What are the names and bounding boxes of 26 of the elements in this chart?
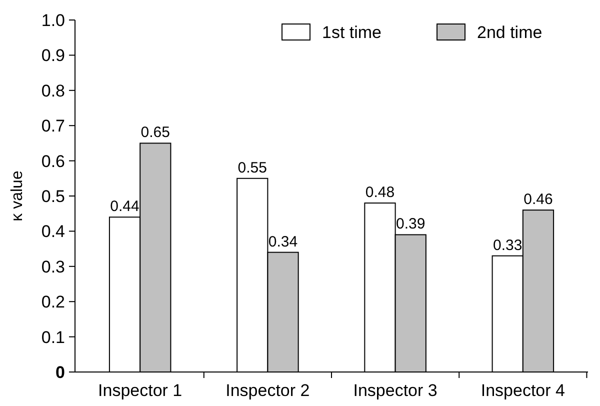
- data-label: 0.34: [268, 233, 298, 250]
- y-tick-label: 1.0: [41, 10, 65, 30]
- x-tick-label: Inspector 1: [98, 381, 182, 400]
- y-axis-title: κ value: [9, 170, 26, 222]
- data-label: 0.46: [524, 191, 553, 208]
- data-label: 0.55: [238, 159, 267, 176]
- y-tick-label: 0.4: [41, 222, 65, 242]
- data-label: 0.44: [110, 198, 140, 216]
- y-tick-label: 0.8: [41, 81, 65, 100]
- data-label: 0.39: [396, 216, 426, 233]
- y-tick-label: 0.5: [41, 186, 65, 206]
- data-label: 0.33: [493, 236, 522, 254]
- y-tick-label: 0.7: [41, 116, 65, 136]
- y-tick-label: 0.9: [41, 46, 65, 66]
- x-tick-label: Inspector 3: [353, 381, 438, 400]
- y-tick-label: 0.3: [41, 257, 65, 276]
- x-tick-label: Inspector 2: [226, 381, 310, 400]
- data-label: 0.48: [365, 184, 395, 202]
- legend-label: 1st time: [322, 23, 382, 42]
- x-tick-label: Inspector 4: [480, 381, 565, 400]
- y-tick-label: 0.2: [41, 292, 65, 312]
- y-tick-label: 0.1: [41, 328, 65, 347]
- y-tick-label: 0: [56, 362, 65, 382]
- data-label: 0.65: [140, 124, 170, 142]
- y-tick-label: 0.6: [41, 152, 65, 171]
- legend-label: 2nd time: [477, 23, 542, 42]
